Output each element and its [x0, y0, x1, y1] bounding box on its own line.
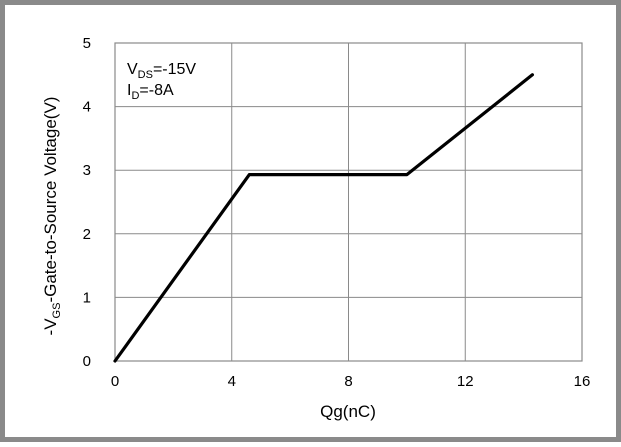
x-tick-label-8: 8: [344, 373, 352, 390]
y-tick-label-1: 1: [83, 289, 91, 306]
x-tick-label-12: 12: [457, 373, 474, 390]
annotation-id: ID=-8A: [127, 82, 174, 102]
x-tick-label-16: 16: [574, 373, 591, 390]
x-tick-label-4: 4: [228, 373, 236, 390]
y-tick-label-0: 0: [83, 353, 91, 370]
y-axis-title: -VGS-Gate-to-Source Voltage(V): [41, 97, 63, 336]
annotation-id-sub: D: [131, 90, 139, 102]
y-tick-label-3: 3: [83, 162, 91, 179]
y-tick-label-5: 5: [83, 35, 91, 52]
y-tick-label-4: 4: [83, 99, 91, 116]
series-line-0: [113, 73, 534, 363]
plot-border: [114, 42, 583, 362]
annotation-id-main: I: [127, 82, 131, 99]
y-axis-title-main: -V: [41, 318, 60, 336]
x-tick-label-0: 0: [111, 373, 119, 390]
annotation-id-value: =-8A: [139, 82, 174, 99]
annotation-vds-value: =-15V: [153, 61, 196, 78]
annotation-vds-sub: DS: [138, 69, 153, 81]
series-group: [113, 73, 534, 363]
x-axis-title: Qg(nC): [320, 402, 376, 421]
y-tick-labels: 0 1 2 3 4 5: [83, 35, 91, 370]
annotation-vds-main: V: [127, 61, 138, 78]
x-tick-labels: 0 4 8 12 16: [111, 373, 591, 390]
y-axis-title-sub: GS: [51, 303, 63, 319]
y-axis-title-rest: -Gate-to-Source Voltage(V): [41, 97, 60, 303]
annotation-vds: VDS=-15V: [127, 61, 196, 81]
y-tick-label-2: 2: [83, 226, 91, 243]
